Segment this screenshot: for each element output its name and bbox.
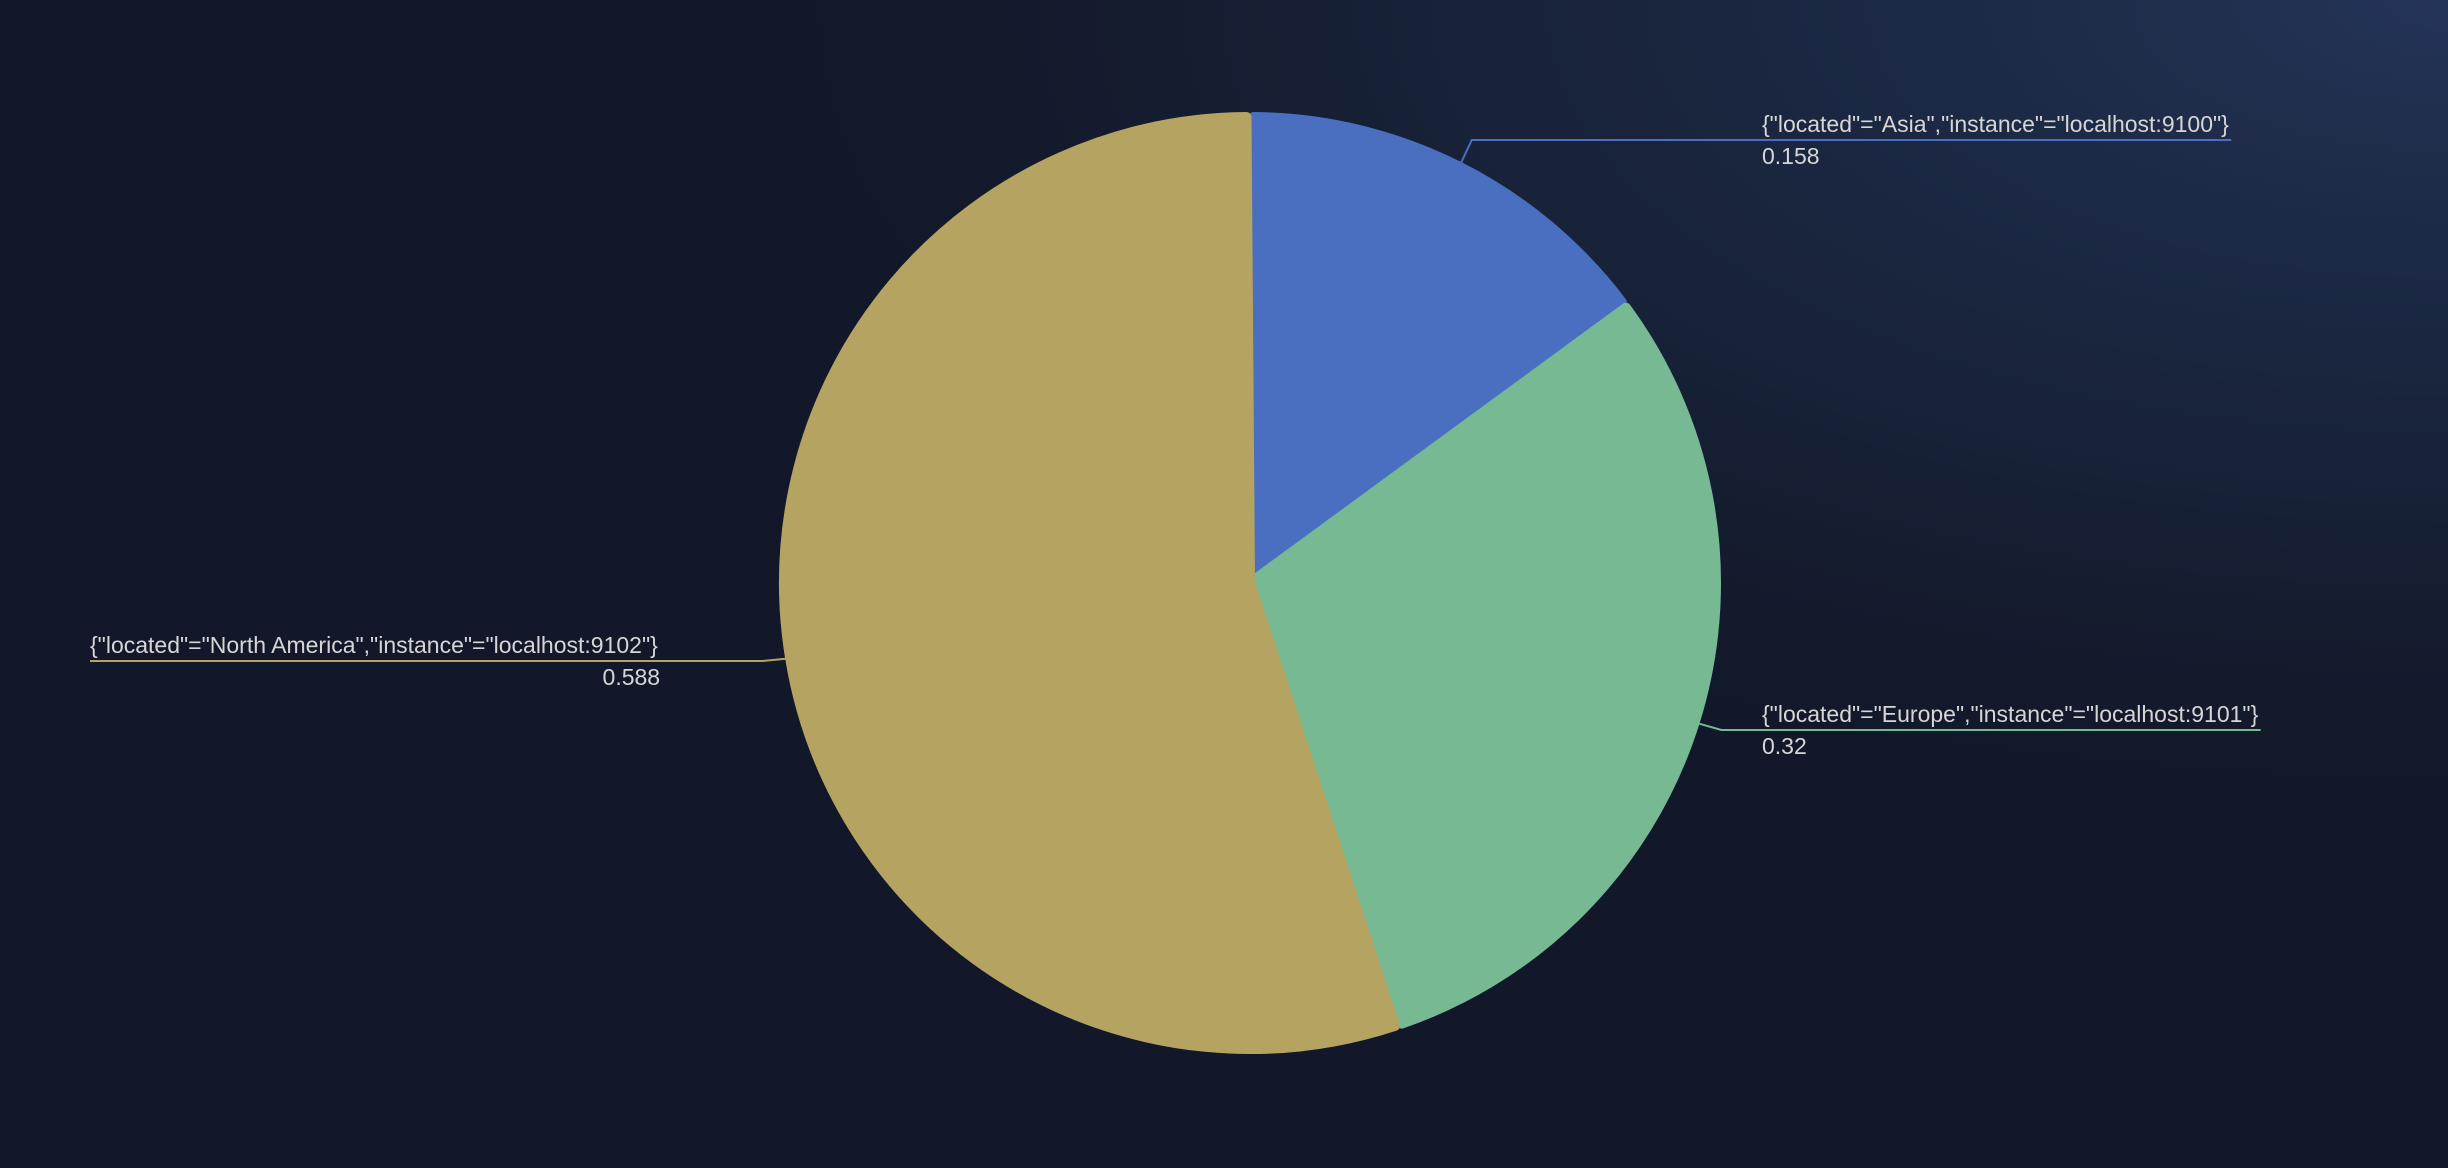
pie-slices xyxy=(779,112,1721,1054)
label-leader-line xyxy=(1696,721,2261,731)
slice-series-label: {"located"="Europe","instance"="localhos… xyxy=(1762,701,2259,727)
label-leader-line xyxy=(1459,139,2232,166)
slice-series-label: {"located"="North America","instance"="l… xyxy=(90,632,658,658)
pie-slice[interactable] xyxy=(1245,302,1721,1029)
pie-labels: {"located"="Asia","instance"="localhost:… xyxy=(90,111,2261,759)
label-leader-line xyxy=(90,657,789,662)
slice-series-label: {"located"="Asia","instance"="localhost:… xyxy=(1762,111,2229,137)
pie-slice[interactable] xyxy=(779,112,1401,1054)
slice-value-label: 0.588 xyxy=(603,664,661,690)
slice-label-group: {"located"="Europe","instance"="localhos… xyxy=(1696,701,2261,759)
slice-value-label: 0.32 xyxy=(1762,733,1807,759)
slice-label-group: {"located"="North America","instance"="l… xyxy=(90,632,789,690)
slice-value-label: 0.158 xyxy=(1762,143,1820,169)
pie-slice[interactable] xyxy=(1245,112,1627,588)
slice-label-group: {"located"="Asia","instance"="localhost:… xyxy=(1459,111,2232,169)
